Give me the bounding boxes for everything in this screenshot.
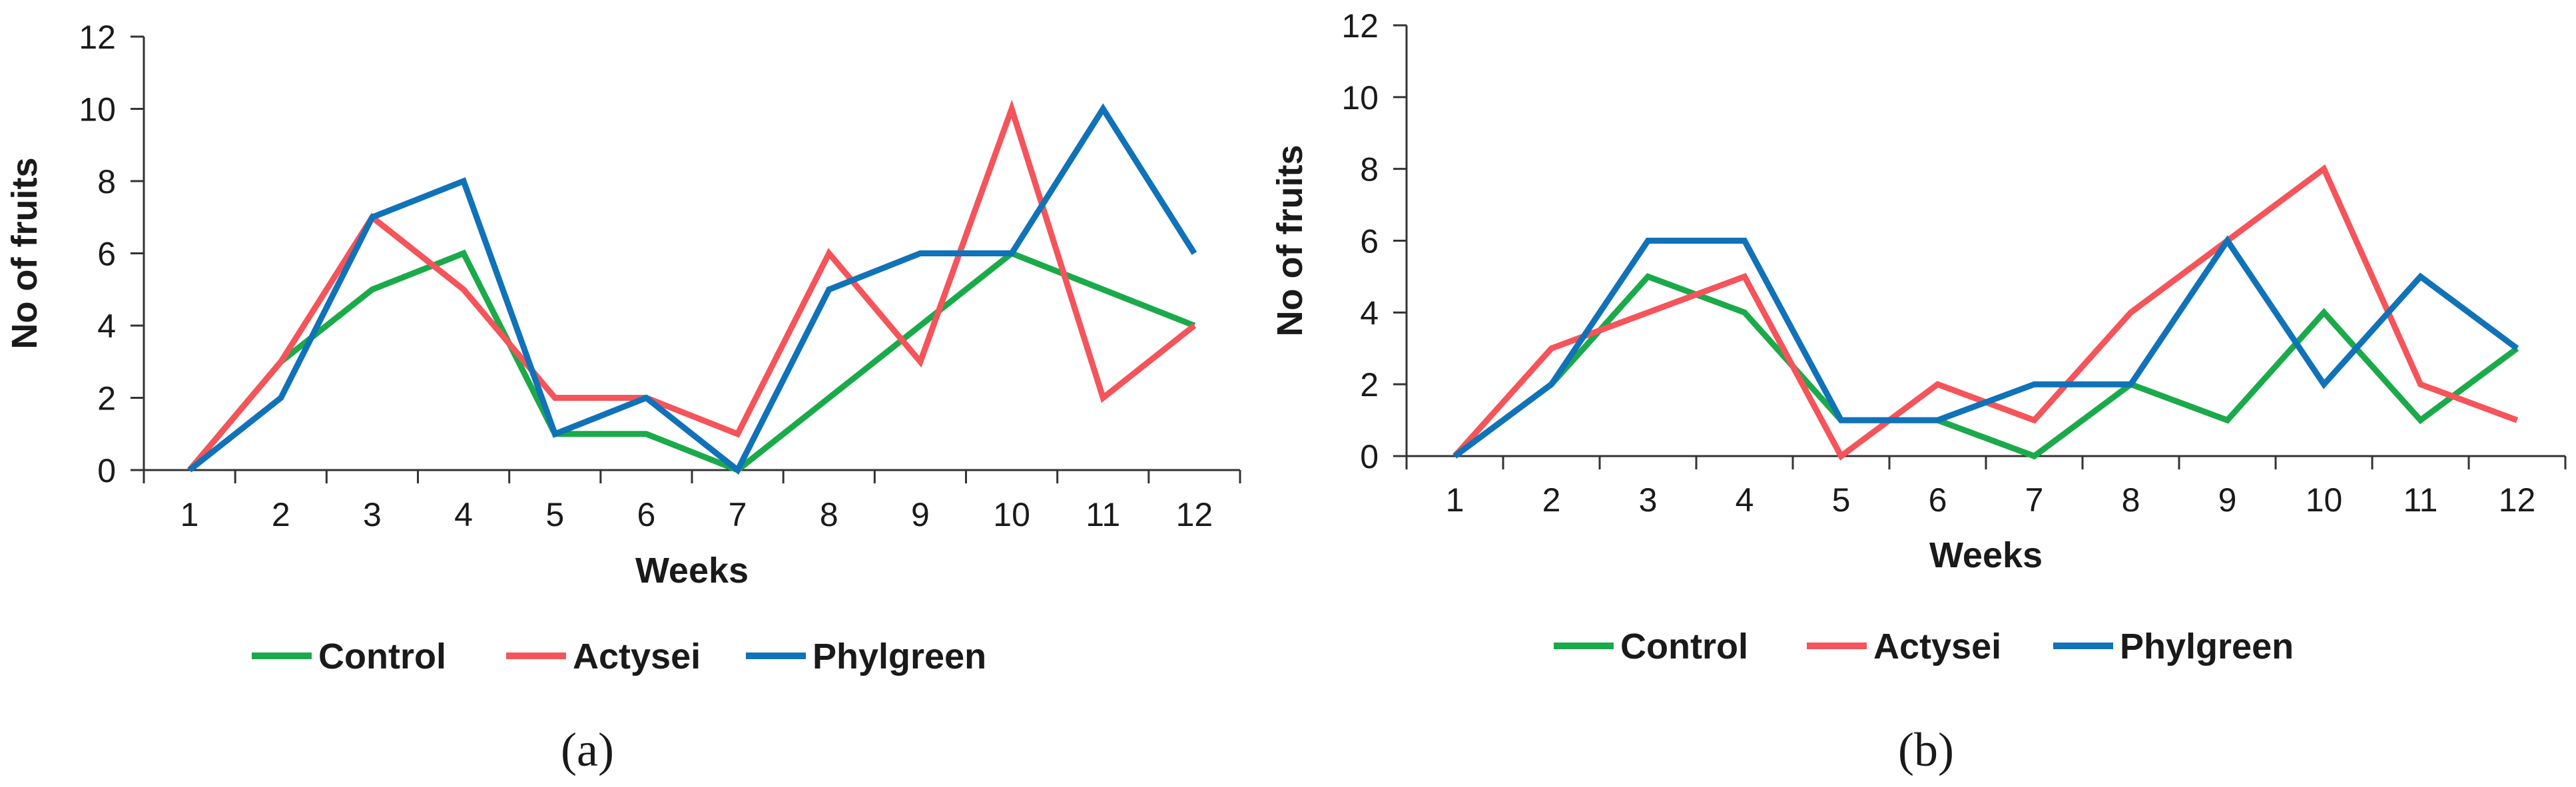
chart-a-legend-label-phylgreen: Phylgreen (812, 637, 986, 676)
chart-b-x-tick-label: 3 (1639, 481, 1658, 519)
chart-b-legend-label-actysei: Actysei (1873, 627, 2001, 666)
chart-a-legend-label-actysei: Actysei (573, 637, 701, 676)
chart-a-y-tick-label: 4 (97, 308, 116, 345)
chart-a-x-tick-label: 2 (272, 496, 290, 533)
chart-a-x-tick-label: 4 (454, 496, 473, 533)
chart-a-series-phylgreen (187, 103, 1197, 475)
chart-b-y-axis-title: No of fruits (1270, 145, 1310, 337)
chart-b-x-tick-label: 10 (2306, 481, 2343, 519)
chart-a-x-tick-label: 12 (1176, 496, 1213, 533)
chart-a-x-tick-label: 9 (911, 496, 930, 533)
chart-a-y-tick-label: 6 (97, 236, 116, 273)
chart-a-x-tick-label: 8 (820, 496, 838, 533)
chart-a-panel-label: (a) (561, 723, 614, 776)
chart-b-x-tick-label: 7 (2025, 481, 2044, 519)
chart-a-y-axis-title: No of fruits (5, 158, 45, 350)
chart-b-panel-label: (b) (1898, 723, 1954, 776)
chart-b-series-phylgreen (1452, 235, 2519, 459)
chart-a-x-axis-title: Weeks (635, 551, 749, 591)
chart-a-x-tick-label: 5 (545, 496, 564, 533)
chart-b-y-tick-label: 10 (1341, 79, 1379, 117)
chart-a-x-tick-label: 1 (180, 496, 199, 533)
chart-b-x-tick-label: 11 (2404, 481, 2438, 519)
chart-b-x-axis-title: Weeks (1929, 535, 2043, 575)
chart-b-series-control (1452, 273, 2519, 460)
chart-a-y-tick-label: 0 (97, 452, 116, 489)
chart-a-x-tick-label: 3 (363, 496, 382, 533)
chart-b-x-tick-label: 4 (1736, 481, 1754, 519)
chart-a-x-tick-label: 10 (993, 496, 1030, 533)
chart-a-x-tick-label: 11 (1086, 496, 1120, 533)
chart-b-x-tick-label: 9 (2218, 481, 2237, 519)
chart-a-x-tick-label: 6 (637, 496, 656, 533)
chart-b-y-tick-label: 2 (1360, 366, 1379, 403)
chart-a-y-tick-label: 12 (79, 19, 116, 56)
chart-b-x-tick-label: 5 (1832, 481, 1851, 519)
chart-b-x-tick-label: 12 (2499, 481, 2536, 519)
chart-a-y-tick-label: 2 (97, 380, 116, 417)
chart-a-x-tick-label: 7 (729, 496, 747, 533)
chart-b-x-tick-label: 2 (1542, 481, 1561, 519)
chart-b-y-tick-label: 8 (1360, 151, 1379, 188)
chart-b-x-tick-label: 8 (2122, 481, 2140, 519)
chart-b-y-tick-label: 6 (1360, 223, 1379, 260)
chart-a-y-tick-label: 10 (79, 91, 116, 129)
chart-b-x-tick-label: 1 (1446, 481, 1464, 519)
chart-b-y-tick-label: 12 (1341, 7, 1379, 45)
chart-b-y-tick-label: 4 (1360, 294, 1379, 332)
chart-a-series-actysei (187, 99, 1197, 472)
chart-b-y-tick-label: 0 (1360, 438, 1379, 475)
chart-a-series-control (187, 249, 1196, 474)
chart-a-legend-label-control: Control (318, 637, 446, 676)
chart-b-legend-label-phylgreen: Phylgreen (2120, 627, 2294, 666)
chart-a-y-tick-label: 8 (97, 163, 116, 200)
chart-b-legend-label-control: Control (1620, 627, 1748, 666)
chart-b-x-tick-label: 6 (1929, 481, 1947, 519)
